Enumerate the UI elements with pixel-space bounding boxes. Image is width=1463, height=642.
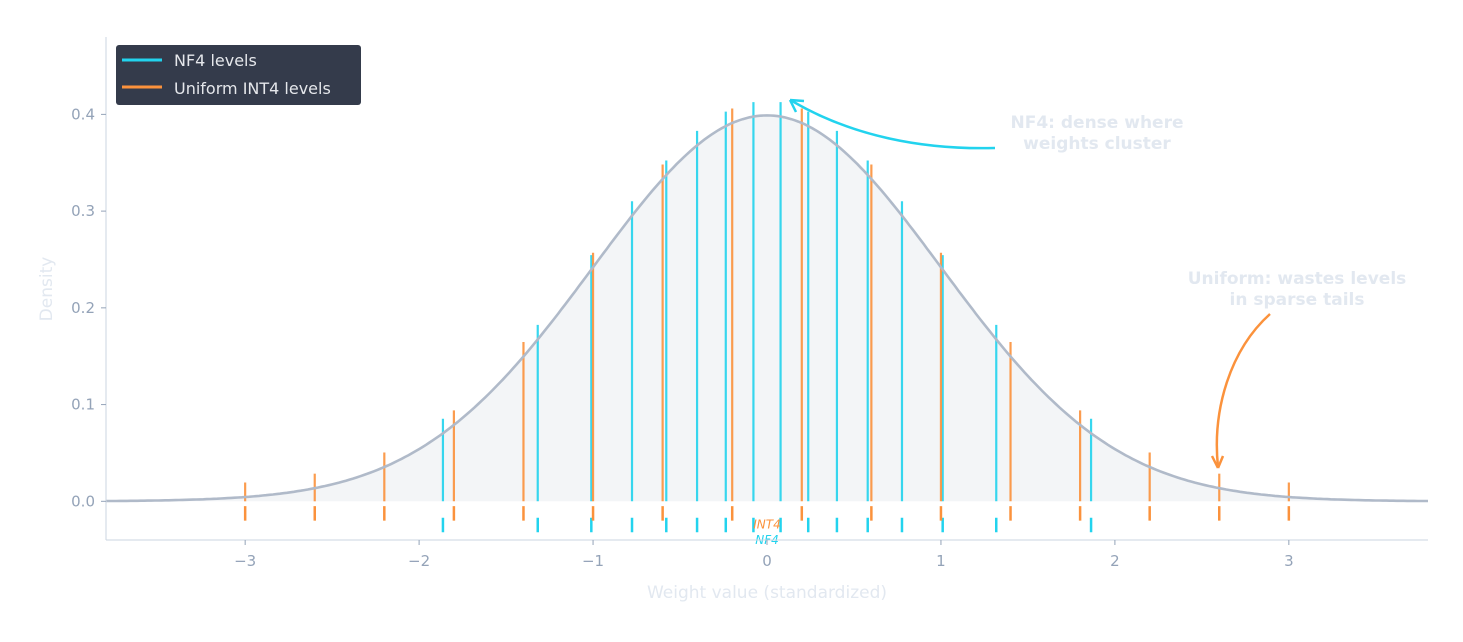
y-tick-label: 0.3 <box>71 202 95 220</box>
density-fill <box>106 115 1428 502</box>
annotation-arrow-uniform <box>1215 313 1271 468</box>
x-tick-label: 2 <box>1110 552 1120 570</box>
density-curve <box>106 114 1428 503</box>
legend-label-int4: Uniform INT4 levels <box>174 79 331 98</box>
annotation-nf4-line1: NF4: dense where <box>1010 113 1183 133</box>
annotation-arrow-nf4 <box>791 99 996 150</box>
x-tick-label: −3 <box>234 552 256 570</box>
y-tick-label: 0.1 <box>71 396 95 414</box>
annotation-uniform-line1: Uniform: wastes levels <box>1188 269 1407 289</box>
legend-box <box>116 45 361 105</box>
x-tick-label: −2 <box>408 552 430 570</box>
arrowhead-nf4-icon <box>788 98 805 113</box>
legend: NF4 levels Uniform INT4 levels <box>116 45 361 105</box>
x-tick-label: 3 <box>1284 552 1294 570</box>
legend-label-nf4: NF4 levels <box>174 51 257 70</box>
x-tick-label: 0 <box>762 552 772 570</box>
x-tick-label: 1 <box>936 552 946 570</box>
y-tick-label: 0.2 <box>71 299 95 317</box>
annotation-uniform-line2: in sparse tails <box>1230 290 1365 310</box>
x-axis-label: Weight value (standardized) <box>647 583 887 603</box>
x-tick-label: −1 <box>582 552 604 570</box>
annotation-nf4-line2: weights cluster <box>1023 134 1171 154</box>
rug-label-int4: INT4 <box>753 517 780 531</box>
y-tick-label: 0.4 <box>71 105 95 123</box>
y-axis-label: Density <box>37 257 57 322</box>
y-tick-label: 0.0 <box>71 492 95 510</box>
arrowhead-uniform-icon <box>1210 455 1225 469</box>
